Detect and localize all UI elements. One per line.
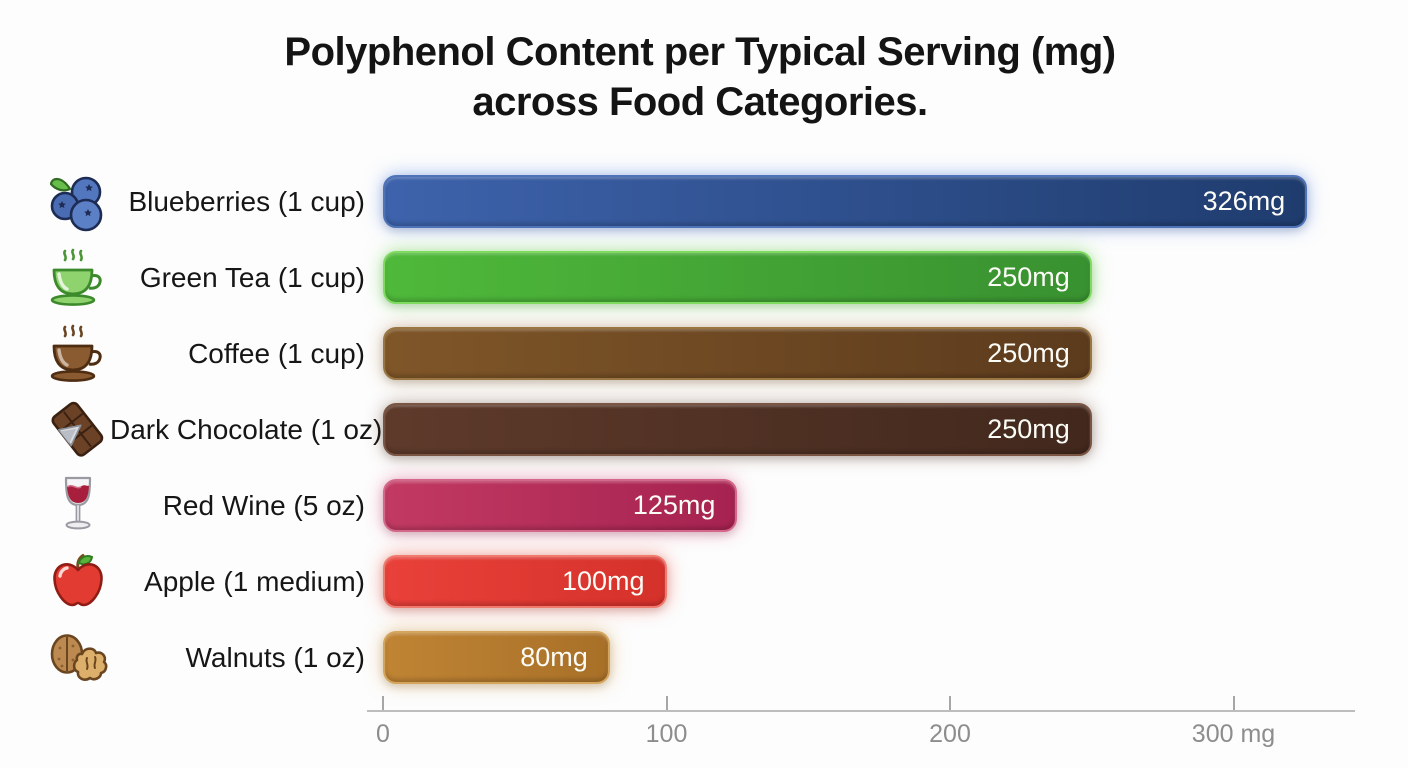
category-label: Coffee (1 cup) (188, 337, 365, 369)
bar-value: 80mg (520, 642, 588, 672)
row-red-wine: Red Wine (5 oz) 125mg (0, 476, 1408, 532)
chart-title-line2: across Food Categories. (472, 79, 928, 124)
category-label: Blueberries (1 cup) (128, 185, 365, 217)
bar-blueberries: 326mg (383, 175, 1308, 228)
row-coffee: Coffee (1 cup) 250mg (0, 324, 1408, 382)
bar-value: 125mg (632, 490, 716, 520)
tick-mark (382, 696, 384, 710)
category-label: Green Tea (1 cup) (139, 261, 365, 293)
tick-label: 300 mg (1191, 720, 1276, 748)
tick-label: 0 (376, 720, 390, 748)
row-dark-chocolate: Dark Chocolate (1 oz) 250mg (0, 401, 1408, 457)
bar-dark-chocolate: 250mg (383, 403, 1092, 456)
bar-coffee: 250mg (383, 327, 1092, 380)
bar-walnuts: 80mg (383, 631, 610, 684)
x-axis-line (367, 710, 1355, 712)
row-blueberries: Blueberries (1 cup) 326mg (0, 175, 1408, 231)
red-wine-icon (46, 474, 110, 538)
category-label: Walnuts (1 oz) (185, 641, 365, 673)
dark-chocolate-icon (46, 398, 110, 462)
bar-value: 250mg (987, 262, 1070, 292)
bar-red-wine: 125mg (383, 479, 738, 532)
category-label: Dark Chocolate (1 oz) (110, 413, 383, 445)
bar-rows: Blueberries (1 cup) 326mg (0, 175, 1408, 707)
apple-icon (46, 550, 110, 614)
tick-mark (949, 696, 951, 710)
bar-value: 250mg (987, 414, 1070, 444)
tick-mark (665, 696, 668, 710)
bar-green-tea: 250mg (383, 251, 1092, 304)
walnuts-icon (46, 626, 110, 690)
row-walnuts: Walnuts (1 oz) 80mg (0, 631, 1408, 684)
bar-value: 326mg (1202, 186, 1286, 216)
tick-label: 100 (645, 720, 688, 748)
tick-mark (1232, 696, 1235, 710)
coffee-icon (46, 322, 110, 386)
chart-title: Polyphenol Content per Typical Serving (… (0, 28, 1400, 127)
bar-value: 250mg (987, 338, 1070, 368)
tick-label: 200 (929, 720, 971, 748)
row-green-tea: Green Tea (1 cup) 250mg (0, 248, 1408, 306)
blueberries-icon (46, 170, 110, 234)
bar-value: 100mg (561, 566, 645, 596)
chart-title-line1: Polyphenol Content per Typical Serving (… (284, 30, 1116, 74)
green-tea-icon (46, 246, 110, 310)
row-apple: Apple (1 medium) 100mg (0, 553, 1408, 608)
category-label: Apple (1 medium) (144, 565, 365, 597)
bar-apple: 100mg (383, 555, 667, 608)
category-label: Red Wine (5 oz) (162, 489, 365, 521)
